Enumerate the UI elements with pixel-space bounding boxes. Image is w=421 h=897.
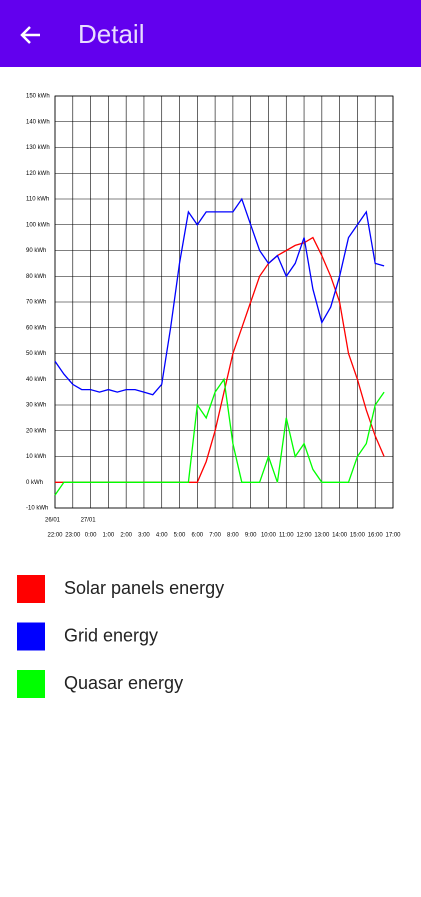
- legend-swatch: [17, 622, 45, 651]
- back-button[interactable]: [20, 26, 40, 44]
- x-tick-label: 12:00: [297, 533, 313, 539]
- y-tick-label: 140 kWh: [26, 119, 50, 125]
- series-line: [54, 197, 385, 396]
- x-tick-label: 2:00: [120, 533, 132, 539]
- x-tick-label: 13:00: [314, 533, 330, 539]
- y-tick-label: 10 kWh: [26, 454, 46, 460]
- y-tick-label: 80 kWh: [26, 274, 46, 280]
- x-tick-label: 9:00: [245, 533, 257, 539]
- app-bar: [0, 0, 421, 67]
- x-tick-label: 15:00: [350, 533, 366, 539]
- y-tick-label: 60 kWh: [26, 325, 46, 331]
- y-tick-label: 0 kWh: [26, 480, 43, 486]
- x-tick-label: 17:00: [385, 533, 401, 539]
- y-tick-label: 50 kWh: [26, 351, 46, 357]
- x-tick-label: 8:00: [227, 533, 239, 539]
- x-tick-label: 11:00: [279, 533, 294, 539]
- legend-label: Quasar energy: [64, 673, 183, 693]
- x-tick-label: 16:00: [368, 533, 384, 539]
- x-tick-label: 14:00: [332, 533, 348, 539]
- y-tick-label: 110 kWh: [26, 197, 49, 203]
- legend-swatch: [17, 575, 45, 603]
- y-tick-label: 120 kWh: [26, 171, 50, 177]
- x-tick-label: 23:00: [65, 533, 81, 539]
- x-tick-label: 22:00: [47, 533, 63, 539]
- y-tick-label: 130 kWh: [26, 145, 50, 151]
- legend-swatch: [17, 670, 45, 698]
- x-tick-label: 1:00: [103, 533, 115, 539]
- y-tick-label: 100 kWh: [26, 222, 50, 228]
- x-tick-label: 4:00: [156, 533, 168, 539]
- y-tick-label: 20 kWh: [26, 428, 46, 434]
- x-tick-label: 5:00: [174, 533, 186, 539]
- y-tick-label: 40 kWh: [26, 377, 46, 383]
- date-label: 27/01: [81, 518, 97, 524]
- y-tick-label: 150 kWh: [26, 94, 50, 100]
- x-tick-label: 7:00: [209, 533, 221, 539]
- date-label: 26/01: [45, 518, 61, 524]
- x-tick-label: 0:00: [85, 533, 97, 539]
- legend-label: Grid energy: [64, 625, 158, 645]
- x-tick-label: 10:00: [261, 533, 277, 539]
- x-tick-label: 3:00: [138, 533, 150, 539]
- series-line: [54, 377, 385, 496]
- y-tick-label: 70 kWh: [26, 300, 46, 306]
- app-bar-title: Detail: [78, 19, 144, 49]
- y-tick-label: 30 kWh: [26, 403, 46, 409]
- legend-label: Solar panels energy: [64, 578, 224, 598]
- y-tick-label: -10 kWh: [26, 506, 48, 512]
- y-tick-label: 90 kWh: [26, 248, 46, 254]
- x-tick-label: 6:00: [191, 533, 203, 539]
